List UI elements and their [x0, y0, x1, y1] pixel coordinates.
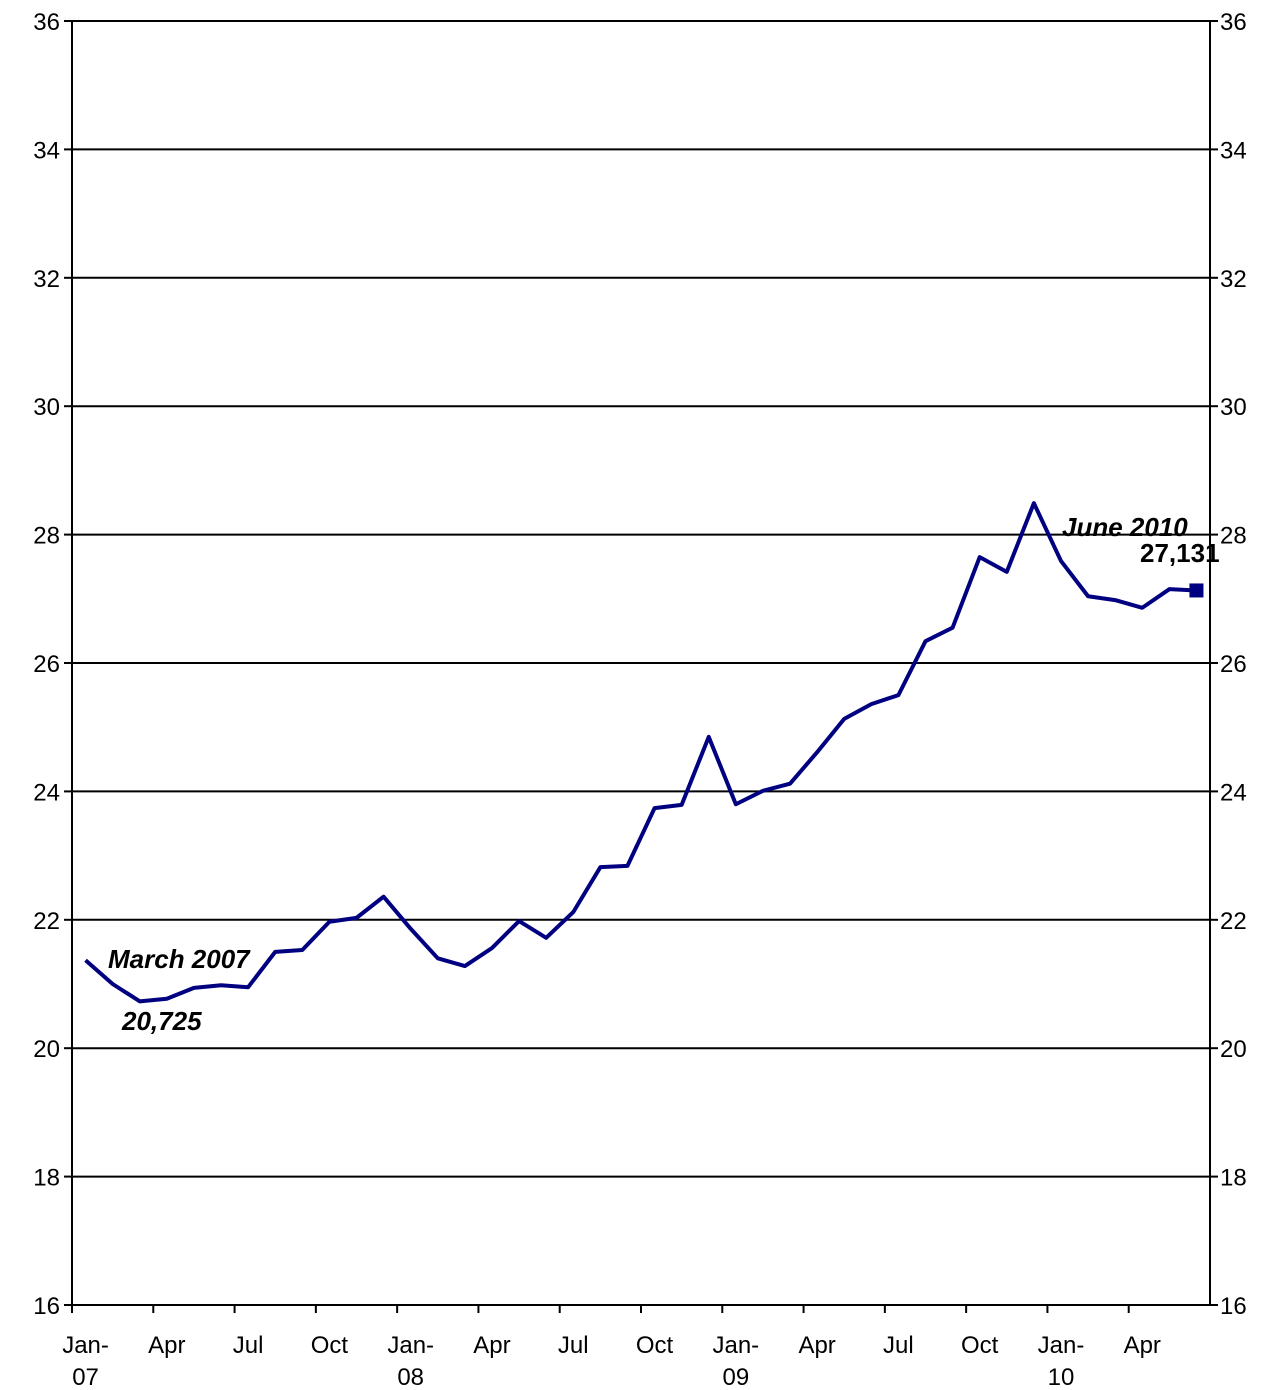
y-tick-label: 16	[33, 1293, 60, 1320]
x-tick-label: Apr	[148, 1332, 185, 1359]
y2-tick-label: 24	[1220, 779, 1247, 806]
y2-tick-label: 20	[1220, 1036, 1247, 1063]
y2-tick-label: 34	[1220, 137, 1247, 164]
y-tick-label: 30	[33, 394, 60, 421]
point-marker	[1189, 583, 1204, 598]
y2-tick-label: 16	[1220, 1293, 1247, 1320]
y-tick-label: 32	[33, 266, 60, 293]
x-tick-label: Jan-09	[712, 1332, 759, 1390]
y2-tick-label: 22	[1220, 908, 1247, 935]
annotation: March 2007	[108, 944, 251, 974]
x-tick-label: Oct	[636, 1332, 674, 1359]
y2-tick-label: 18	[1220, 1165, 1247, 1192]
y-tick-label: 36	[33, 9, 60, 36]
x-tick-label: Jan-07	[62, 1332, 109, 1390]
annotation: June 2010	[1062, 512, 1188, 542]
y-tick-label: 22	[33, 908, 60, 935]
annotation: 27,131	[1140, 538, 1220, 568]
plot: 16 18 20 22 24 26 28 30 32 34 36 16 18 20 22 24 26 28 30 32…	[33, 9, 1246, 1390]
y-tick-label: 34	[33, 137, 60, 164]
y2-tick-label: 30	[1220, 394, 1247, 421]
line	[84, 501, 1197, 1004]
y2-tick-label: 26	[1220, 651, 1247, 678]
y-tick-label: 18	[33, 1165, 60, 1192]
x-tick-label: Apr	[1124, 1332, 1161, 1359]
y-tick-label: 20	[33, 1036, 60, 1063]
x-tick-label: Jan-08	[387, 1332, 434, 1390]
x-tick-label: Jul	[558, 1332, 589, 1359]
x-tick-label: Jan-10	[1038, 1332, 1085, 1390]
y2-tick-label: 36	[1220, 9, 1247, 36]
y2-tick-label: 32	[1220, 266, 1247, 293]
y-tick-label: 26	[33, 651, 60, 678]
x-tick-label: Jul	[233, 1332, 264, 1359]
y2-tick-label: 28	[1220, 523, 1247, 550]
y-tick-label: 28	[33, 523, 60, 550]
annotation: 20,725	[121, 1006, 202, 1036]
x-tick-label: Apr	[798, 1332, 835, 1359]
y-tick-label: 24	[33, 779, 60, 806]
x-tick-label: Jul	[883, 1332, 914, 1359]
x-tick-label: Oct	[311, 1332, 349, 1359]
x-tick-label: Oct	[961, 1332, 999, 1359]
x-tick-label: Apr	[473, 1332, 510, 1359]
